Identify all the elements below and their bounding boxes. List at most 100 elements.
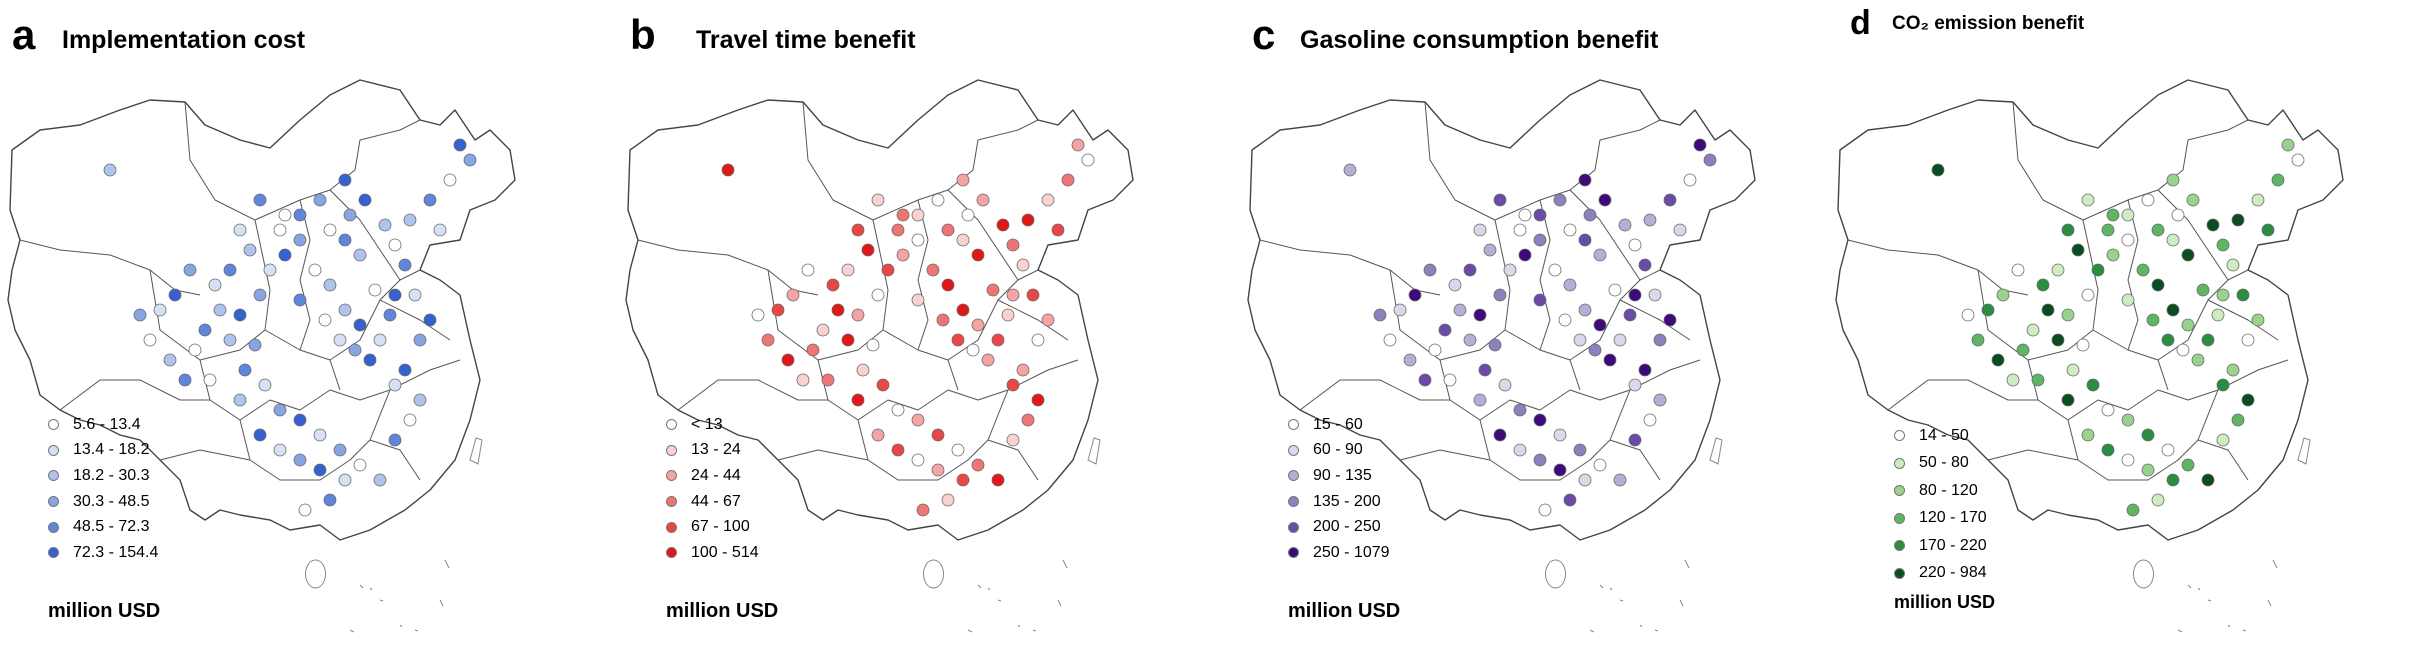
city-marker — [1553, 193, 1567, 207]
legend-label: 13 - 24 — [691, 441, 741, 459]
city-marker — [398, 363, 412, 377]
city-marker — [1593, 458, 1607, 472]
city-marker — [1533, 413, 1547, 427]
island-outline — [1545, 559, 1566, 589]
city-marker — [1041, 313, 1055, 327]
city-marker — [2106, 208, 2120, 222]
city-marker — [368, 283, 382, 297]
city-marker — [2081, 193, 2095, 207]
city-marker — [1996, 288, 2010, 302]
province-border — [1569, 359, 1581, 391]
city-marker — [1588, 343, 1602, 357]
legend-swatch — [666, 547, 677, 559]
legend-item: 5.6 - 13.4 — [48, 412, 158, 438]
city-marker — [771, 303, 785, 317]
city-marker — [2071, 243, 2085, 257]
legend-swatch — [48, 521, 59, 533]
city-marker — [926, 263, 940, 277]
city-marker — [213, 303, 227, 317]
city-marker — [168, 288, 182, 302]
city-marker — [1006, 378, 1020, 392]
city-marker — [1443, 373, 1457, 387]
city-marker — [2051, 263, 2065, 277]
city-marker — [188, 343, 202, 357]
city-marker — [2271, 173, 2285, 187]
province-border — [2127, 199, 2139, 351]
china-map — [1247, 79, 1756, 640]
city-marker — [2091, 263, 2105, 277]
city-marker — [2251, 313, 2265, 327]
city-marker — [1573, 443, 1587, 457]
city-marker — [1343, 163, 1357, 177]
city-marker — [2166, 173, 2180, 187]
city-marker — [2016, 343, 2030, 357]
city-marker — [1373, 308, 1387, 322]
city-marker — [203, 373, 217, 387]
city-marker — [2121, 413, 2135, 427]
city-marker — [1533, 293, 1547, 307]
city-marker — [781, 353, 795, 367]
legend-item: 90 - 135 — [1288, 463, 1390, 489]
city-marker — [1643, 213, 1657, 227]
province-border — [2207, 299, 2279, 341]
panel-title: CO₂ emission benefit — [1892, 13, 2085, 34]
city-marker — [1473, 393, 1487, 407]
city-marker — [1006, 433, 1020, 447]
province-border — [2197, 439, 2249, 481]
legend-label: 50 - 80 — [1919, 454, 1969, 472]
province-border — [1977, 219, 2099, 361]
city-marker — [956, 473, 970, 487]
city-marker — [971, 318, 985, 332]
city-marker — [2166, 303, 2180, 317]
map-legend: 14 - 50 50 - 80 80 - 120 120 - 170 170 -… — [1894, 422, 1987, 587]
city-marker — [383, 308, 397, 322]
city-marker — [258, 378, 272, 392]
legend-item: 80 - 120 — [1894, 477, 1987, 505]
city-marker — [2086, 378, 2100, 392]
city-marker — [1603, 353, 1617, 367]
legend-swatch — [48, 444, 59, 456]
legend-swatch — [666, 444, 677, 456]
city-marker — [2151, 278, 2165, 292]
legend-label: 200 - 250 — [1313, 518, 1381, 536]
island-outline — [977, 584, 1037, 632]
city-marker — [911, 453, 925, 467]
province-border — [2157, 359, 2169, 391]
legend-label: 15 - 60 — [1313, 415, 1363, 433]
province-border — [1619, 299, 1691, 341]
panel-gasoline-consumption-benefit: c Gasoline consumption benefit 15 - 60 6… — [1240, 0, 1846, 648]
city-marker — [208, 278, 222, 292]
city-marker — [183, 263, 197, 277]
legend-swatch — [1288, 419, 1299, 431]
legend-label: 170 - 220 — [1919, 536, 1987, 554]
city-marker — [338, 233, 352, 247]
city-marker — [2201, 333, 2215, 347]
city-marker — [378, 218, 392, 232]
city-marker — [433, 223, 447, 237]
city-marker — [2226, 258, 2240, 272]
city-marker — [313, 428, 327, 442]
city-marker — [2201, 473, 2215, 487]
city-marker — [1628, 238, 1642, 252]
city-marker — [1016, 258, 1030, 272]
city-marker — [841, 263, 855, 277]
city-marker — [951, 333, 965, 347]
city-marker — [1478, 363, 1492, 377]
city-marker — [861, 243, 875, 257]
city-marker — [293, 293, 307, 307]
city-marker — [1503, 263, 1517, 277]
city-marker — [293, 208, 307, 222]
city-marker — [233, 223, 247, 237]
city-marker — [2196, 283, 2210, 297]
city-marker — [1488, 338, 1502, 352]
legend-label: 48.5 - 72.3 — [73, 518, 150, 536]
province-border — [1399, 449, 1491, 461]
island-outline — [923, 559, 944, 589]
legend-item: 60 - 90 — [1288, 438, 1390, 464]
city-marker — [353, 458, 367, 472]
city-marker — [801, 263, 815, 277]
city-marker — [1573, 333, 1587, 347]
city-marker — [2061, 308, 2075, 322]
island-outline — [2297, 437, 2311, 465]
china-map — [1835, 79, 2344, 640]
